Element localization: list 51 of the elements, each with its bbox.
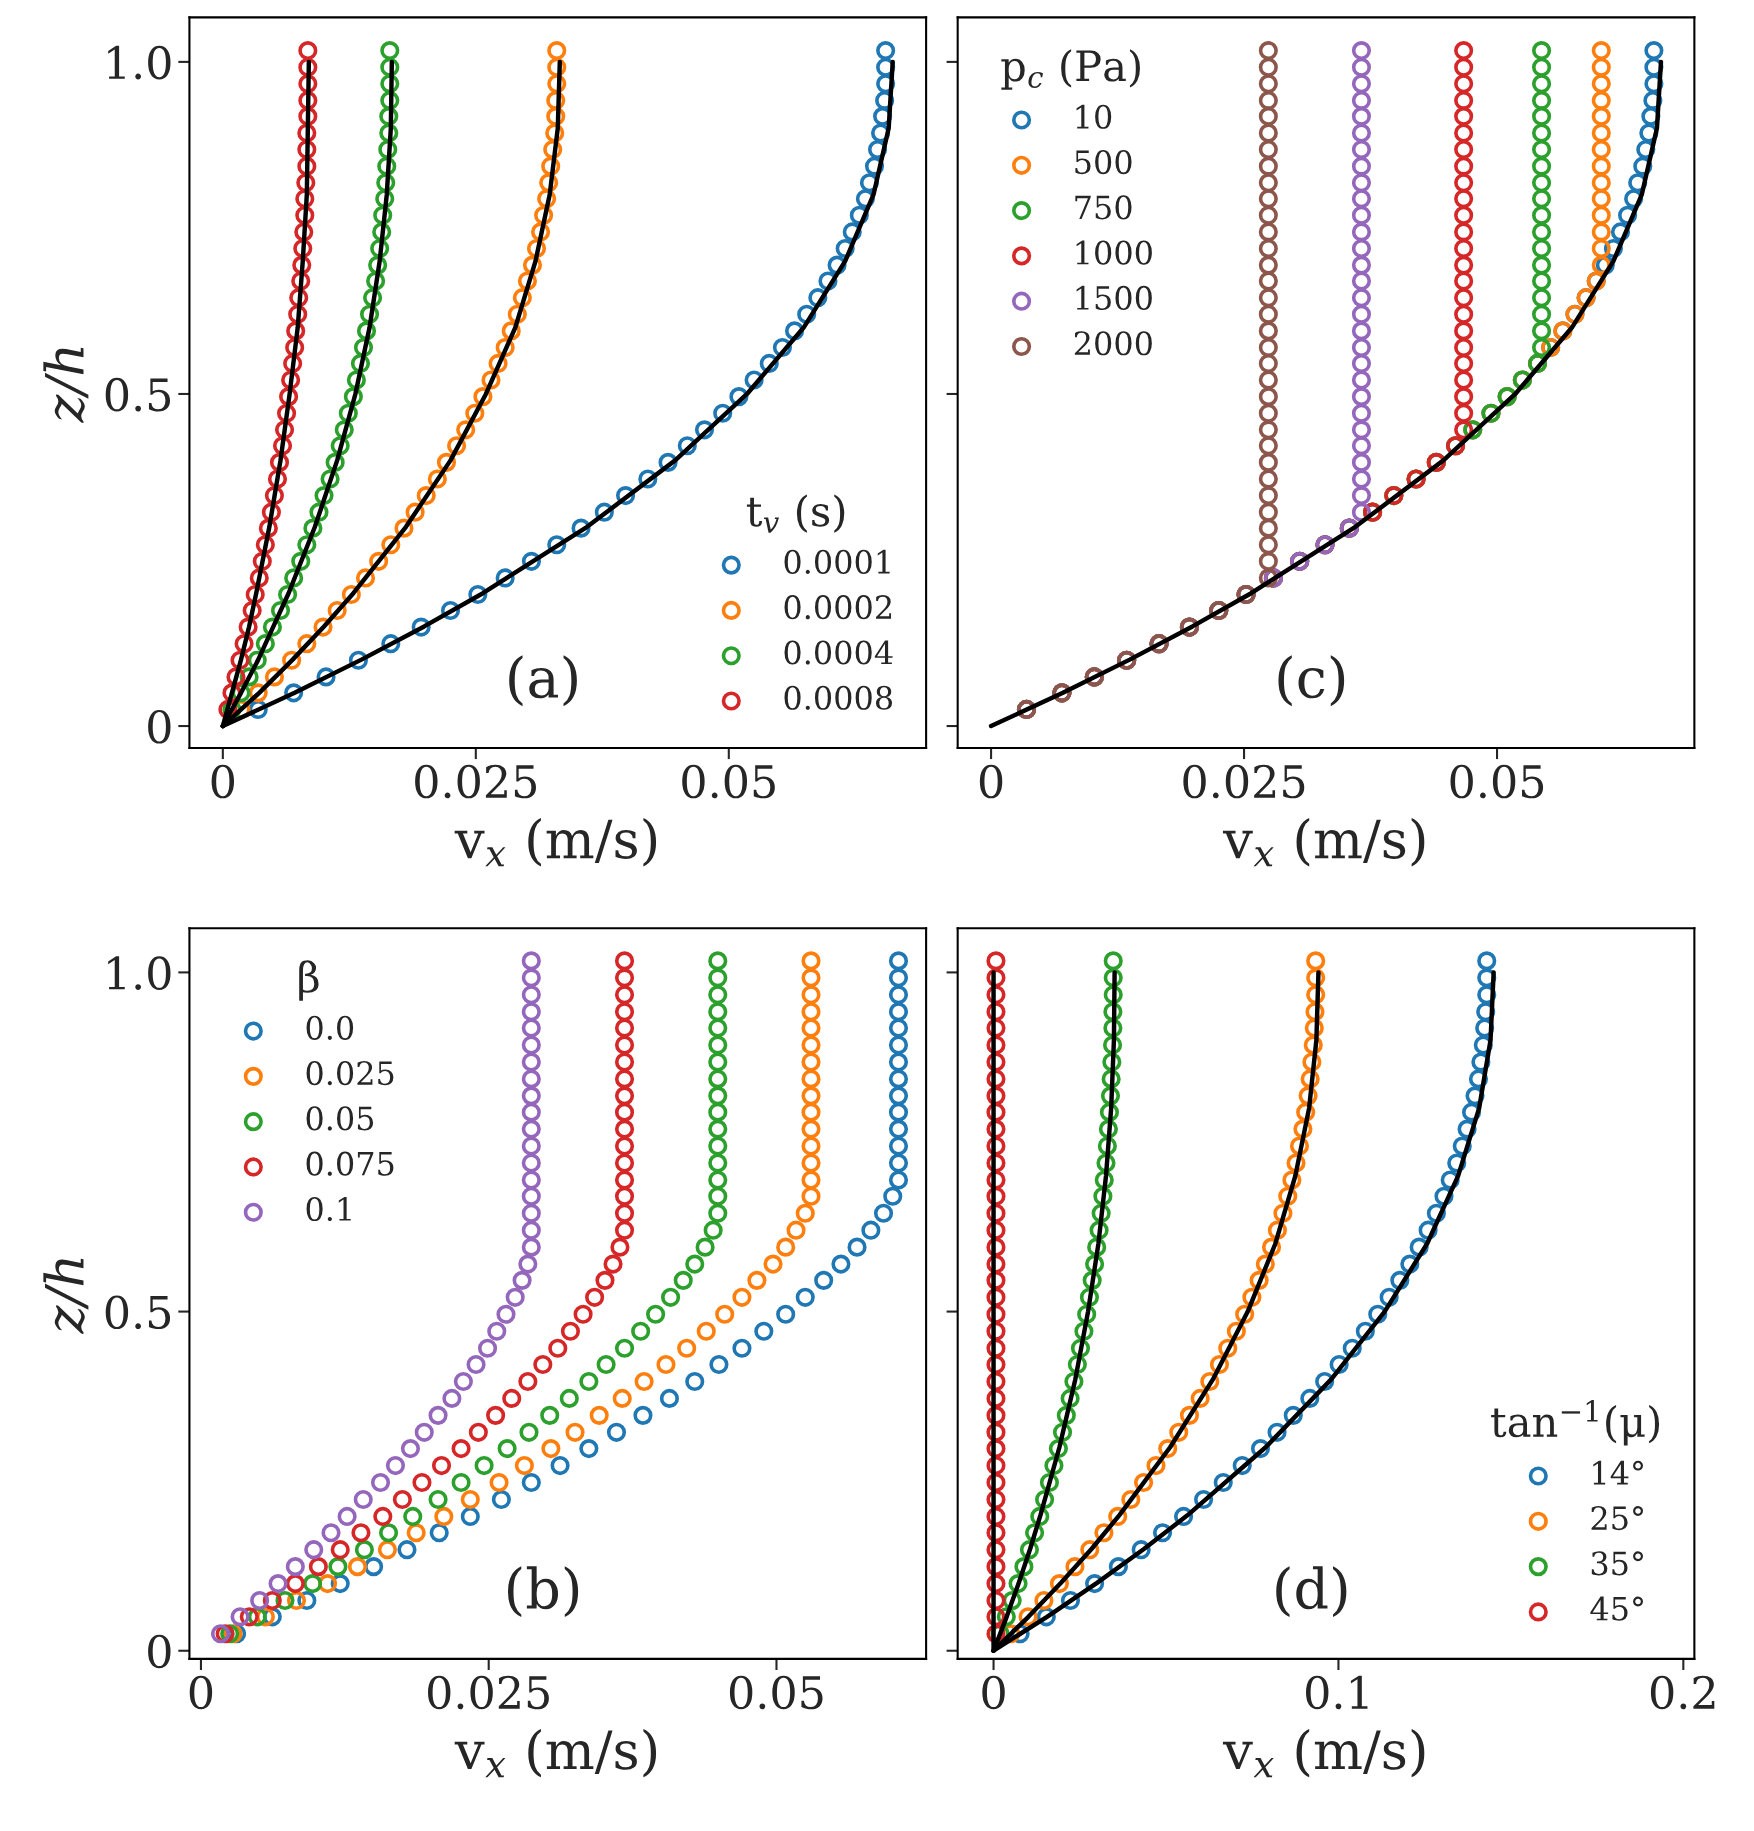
x-tick-label: 0.025: [415, 764, 536, 799]
y-tick-label: 0.5: [105, 377, 171, 412]
legend-label: 0.0001: [784, 549, 890, 574]
x-axis-title: v$_{x}$ (m/s): [454, 818, 657, 867]
y-axis-title: z/h: [43, 1258, 89, 1334]
legend-label: 0.1: [306, 1196, 351, 1222]
legend-label: 0.0: [306, 1015, 354, 1040]
legend-label: 0.0008: [784, 685, 893, 710]
x-tick-label: 0.2: [1650, 1675, 1715, 1710]
legend-label: 2000: [1074, 331, 1152, 356]
x-axis-title: v$_{x}$ (m/s): [1222, 818, 1425, 867]
annotation: (c): [1278, 655, 1345, 707]
legend-label: 10: [1076, 104, 1112, 129]
legend-label: 45°: [1590, 1596, 1643, 1621]
x-axis-title: v$_{x}$ (m/s): [454, 1728, 657, 1778]
legend-label: 500: [1075, 149, 1132, 175]
y-tick-label: 0: [148, 1634, 171, 1669]
legend-title: p$_{c}$ (Pa): [1001, 49, 1140, 90]
y-tick-label: 0.5: [105, 1295, 171, 1330]
legend-label: 35°: [1591, 1551, 1643, 1576]
legend-label: 0.0004: [784, 640, 893, 665]
x-tick-label: 0: [211, 764, 235, 799]
annotation: (b): [507, 1566, 579, 1618]
legend-title: β: [299, 960, 319, 1001]
legend-label: 25°: [1591, 1506, 1643, 1531]
y-tick-label: 0: [148, 709, 171, 744]
annotation: (d): [1276, 1566, 1347, 1618]
y-axis-title: z/h: [43, 347, 89, 423]
x-tick-label: 0.05: [1450, 764, 1544, 799]
x-tick-label: 0.05: [682, 764, 775, 799]
x-tick-label: 0: [979, 764, 1003, 799]
legend-label: 0.05: [306, 1106, 374, 1131]
x-tick-label: 0: [982, 1675, 1005, 1710]
x-tick-label: 0.025: [1183, 764, 1305, 799]
x-tick-label: 0.025: [428, 1675, 549, 1710]
legend-title: t$_{v}$ (s): [746, 494, 845, 533]
legend-label: 750: [1075, 195, 1132, 220]
legend-label: 0.025: [306, 1061, 394, 1086]
x-tick-label: 0.1: [1306, 1675, 1368, 1710]
y-tick-label: 1.0: [108, 45, 171, 80]
x-tick-label: 0.05: [729, 1675, 823, 1710]
x-tick-label: 0: [189, 1675, 213, 1710]
legend-label: 1500: [1076, 285, 1152, 311]
legend-label: 0.0002: [784, 595, 892, 620]
legend-label: 14°: [1593, 1460, 1643, 1485]
legend-label: 1000: [1076, 240, 1152, 265]
x-axis-title: v$_{x}$ (m/s): [1222, 1728, 1425, 1778]
y-tick-label: 1.0: [108, 956, 171, 990]
annotation: (a): [509, 655, 577, 707]
legend-title: tan$^{−1}$(μ): [1491, 1399, 1660, 1446]
legend-label: 0.075: [306, 1151, 394, 1176]
